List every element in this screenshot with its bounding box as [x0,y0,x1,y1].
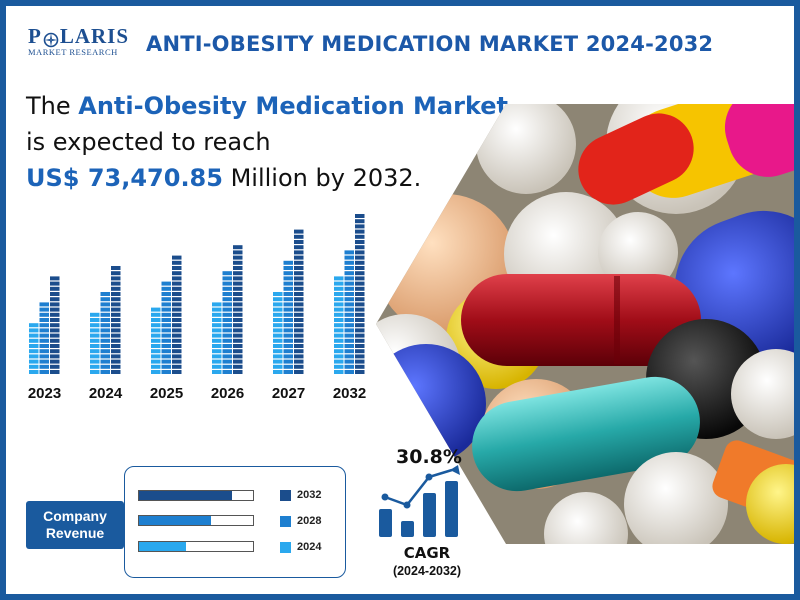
page-title: ANTI-OBESITY MEDICATION MARKET 2024-2032 [146,32,714,56]
headline-line-2: is expected to reach [26,128,271,156]
bar [50,276,60,374]
cagr-value: 30.8% [396,446,462,468]
year-tick-label: 2032 [333,385,366,402]
revenue-bar-2024 [139,542,186,551]
logo-brand: P LARIS [28,24,128,49]
bar [294,229,304,374]
logo-brand-rest: LARIS [59,24,130,48]
year-tick-label: 2024 [89,385,123,402]
revenue-label-line-2: Revenue [45,525,105,541]
bar [283,260,293,374]
legend-label: 2032 [297,489,322,501]
cagr-growth-icon [379,465,460,537]
year-tick-label: 2026 [211,385,244,402]
revenue-bar-2028 [139,516,211,525]
logo-brand-p: P [28,24,42,48]
bar [90,312,100,374]
legend-label: 2024 [297,541,322,553]
legend-swatch [280,489,291,501]
compass-star-icon [43,29,59,47]
legend-swatch [280,541,291,553]
bar [172,255,182,374]
headline-market: Anti-Obesity Medication Market [78,92,509,120]
headline: The Anti-Obesity Medication Market is ex… [26,88,508,196]
legend-item: 2024 [280,541,321,553]
headline-post: Million by 2032. [222,164,422,192]
company-revenue-label: Company Revenue [26,501,124,549]
legend-item: 2028 [280,515,321,527]
bar [151,307,161,374]
revenue-bar-2032 [139,491,233,500]
pills-photo [376,104,794,544]
bar [39,302,49,374]
growth-bar-chart: 2023 2024 2025 2026 2027 2032 [28,214,366,402]
revenue-bar-row [138,541,254,552]
bar [273,292,283,374]
year-tick-label: 2025 [150,385,183,402]
year-tick-label: 2023 [28,385,61,402]
bar [222,271,232,374]
bar [161,281,171,374]
cagr-title: CAGR [403,544,451,562]
bar [111,266,121,374]
logo-subtitle: MARKET RESEARCH [28,47,118,57]
bar [212,302,222,374]
legend-label: 2028 [297,515,322,527]
bar [355,214,365,374]
headline-value: US$ 73,470.85 [26,164,223,192]
polaris-logo: P LARIS MARKET RESEARCH [28,24,128,57]
year-label-layer: 2023 2024 2025 2026 2027 2032 [28,385,366,402]
year-tick-label: 2027 [272,385,305,402]
bar-layer [29,214,365,374]
legend-item: 2032 [280,489,321,501]
bar [344,250,354,374]
bar [233,245,243,374]
revenue-label-line-1: Company [43,508,107,524]
bar [100,292,110,374]
bar [334,276,344,374]
legend-swatch [280,515,291,527]
bar [29,323,39,374]
headline-line-3: US$ 73,470.85 Million by 2032. [26,160,508,196]
revenue-bar-row [138,515,254,526]
headline-line-1: The Anti-Obesity Medication Market [26,88,508,124]
revenue-bar-row [138,490,254,501]
headline-pre: The [26,92,79,120]
cagr-period: (2024-2032) [392,564,462,578]
cagr-label: CAGR (2024-2032) [382,544,472,578]
